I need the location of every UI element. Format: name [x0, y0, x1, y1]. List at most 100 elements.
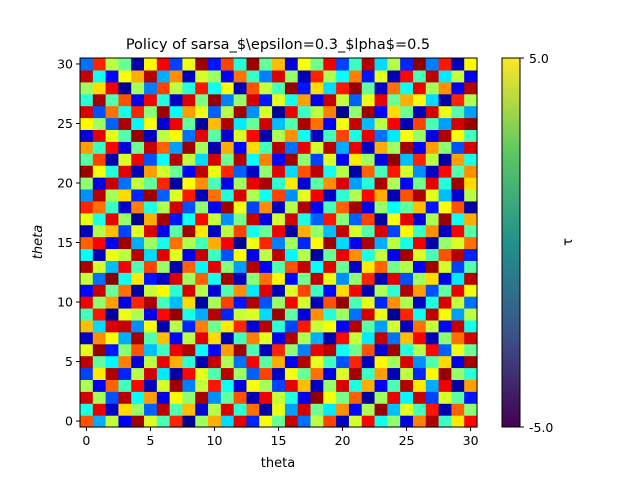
heatmap-cell — [387, 284, 400, 297]
heatmap-cell — [106, 225, 119, 238]
heatmap-cell — [106, 308, 119, 321]
heatmap-cell — [106, 153, 119, 166]
heatmap-cell — [349, 153, 362, 166]
heatmap-cell — [131, 260, 144, 273]
heatmap-cell — [106, 82, 119, 95]
heatmap-cell — [221, 367, 234, 380]
heatmap-cell — [298, 225, 311, 238]
heatmap-cell — [464, 201, 477, 214]
heatmap-cell — [375, 403, 388, 416]
heatmap-cell — [375, 129, 388, 142]
heatmap-cell — [375, 201, 388, 214]
heatmap-cell — [208, 177, 221, 190]
heatmap-cell — [311, 320, 324, 333]
heatmap-cell — [439, 106, 452, 119]
heatmap-cell — [80, 344, 93, 357]
heatmap-cell — [349, 296, 362, 309]
heatmap-cell — [336, 70, 349, 83]
heatmap-cell — [195, 177, 208, 190]
heatmap-cell — [272, 296, 285, 309]
heatmap-cell — [451, 403, 464, 416]
heatmap-cell — [182, 165, 195, 178]
heatmap-cell — [131, 153, 144, 166]
heatmap-cell — [93, 237, 106, 250]
heatmap-cell — [157, 284, 170, 297]
heatmap-cell — [80, 153, 93, 166]
heatmap-cell — [259, 165, 272, 178]
heatmap-cell — [259, 82, 272, 95]
heatmap-cell — [439, 284, 452, 297]
heatmap-cell — [464, 332, 477, 345]
heatmap-cell — [157, 106, 170, 119]
heatmap-cell — [157, 94, 170, 107]
heatmap-cell — [362, 237, 375, 250]
heatmap-cell — [362, 106, 375, 119]
heatmap-cell — [246, 248, 259, 261]
heatmap-cell — [400, 153, 413, 166]
heatmap-cell — [208, 165, 221, 178]
heatmap-cell — [362, 379, 375, 392]
heatmap-cell — [157, 225, 170, 238]
heatmap-cell — [272, 165, 285, 178]
heatmap-cell — [311, 403, 324, 416]
heatmap-cell — [298, 94, 311, 107]
heatmap-cell — [298, 118, 311, 130]
heatmap-cell — [80, 391, 93, 404]
heatmap-cell — [336, 403, 349, 416]
heatmap-cell — [221, 94, 234, 107]
heatmap-cell — [387, 129, 400, 142]
heatmap-cell — [131, 189, 144, 202]
heatmap-cell — [323, 403, 336, 416]
heatmap-cell — [118, 296, 131, 309]
heatmap-cell — [234, 225, 247, 238]
heatmap-cell — [298, 70, 311, 83]
heatmap-cell — [93, 141, 106, 154]
heatmap-cell — [285, 248, 298, 261]
heatmap-cell — [323, 320, 336, 333]
heatmap-cell — [144, 129, 157, 142]
heatmap-cell — [259, 379, 272, 392]
heatmap-cell — [170, 403, 183, 416]
heatmap-cell — [413, 106, 426, 119]
heatmap-cell — [131, 70, 144, 83]
heatmap-cell — [272, 189, 285, 202]
heatmap-cell — [144, 332, 157, 345]
heatmap-cell — [285, 177, 298, 190]
heatmap-cell — [131, 165, 144, 178]
heatmap-cell — [144, 344, 157, 357]
heatmap-cell — [323, 332, 336, 345]
heatmap-cell — [234, 129, 247, 142]
colorbar-min-label: -5.0 — [529, 420, 553, 435]
heatmap-cell — [387, 225, 400, 238]
heatmap-cell — [118, 201, 131, 214]
heatmap-cell — [336, 284, 349, 297]
heatmap-cell — [80, 94, 93, 107]
heatmap-cell — [221, 70, 234, 83]
heatmap-cell — [400, 391, 413, 404]
heatmap-cell — [234, 177, 247, 190]
heatmap-cell — [106, 177, 119, 190]
heatmap-cell — [80, 308, 93, 321]
heatmap-cell — [131, 296, 144, 309]
heatmap-cell — [80, 272, 93, 285]
heatmap-cell — [234, 213, 247, 226]
heatmap-cell — [323, 260, 336, 273]
heatmap-cell — [182, 213, 195, 226]
heatmap-cell — [246, 379, 259, 392]
heatmap-cell — [93, 415, 106, 428]
heatmap-cell — [93, 403, 106, 416]
colorbar — [502, 58, 520, 427]
heatmap-cell — [157, 118, 170, 130]
heatmap-cell — [272, 129, 285, 142]
heatmap-cell — [259, 308, 272, 321]
heatmap-cell — [464, 213, 477, 226]
heatmap-cell — [336, 225, 349, 238]
heatmap-cell — [426, 415, 439, 428]
heatmap-cell — [426, 356, 439, 369]
heatmap-cell — [221, 237, 234, 250]
heatmap-cell — [387, 189, 400, 202]
heatmap-cell — [131, 94, 144, 107]
heatmap-cell — [234, 165, 247, 178]
heatmap-cell — [451, 356, 464, 369]
